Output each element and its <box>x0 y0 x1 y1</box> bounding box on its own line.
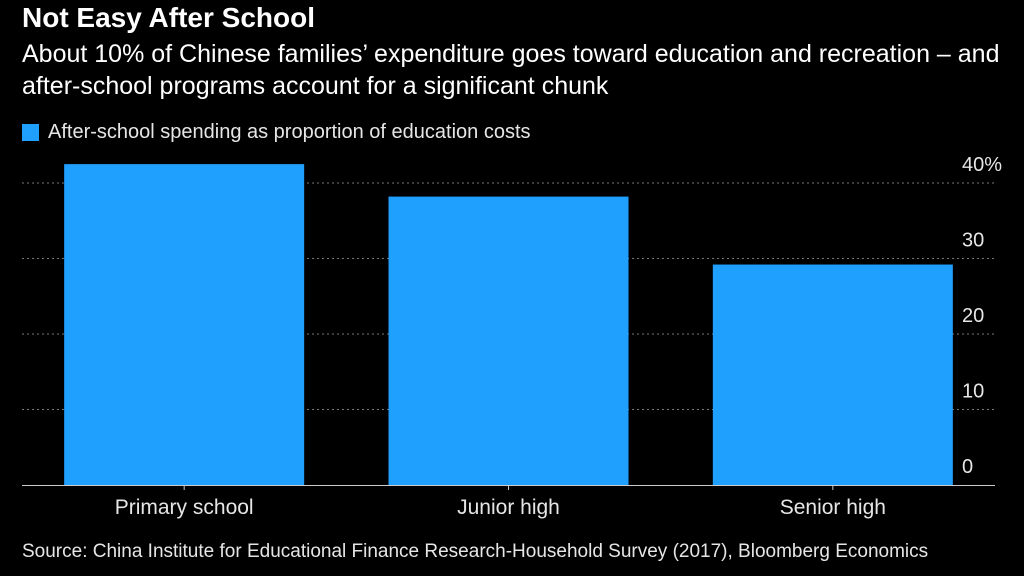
x-tick-label: Senior high <box>780 496 886 519</box>
y-tick-label: 0 <box>962 456 973 478</box>
y-tick-label: 20 <box>962 305 984 327</box>
axes: 0 10 20 30 40% Primary school Junior high Senio… <box>22 154 1002 519</box>
y-tick-label: 10 <box>962 381 984 403</box>
legend-label: After-school spending as proportion of e… <box>48 120 531 143</box>
legend: After-school spending as proportion of e… <box>22 118 531 146</box>
bar <box>388 196 629 485</box>
y-tick-label: 30 <box>962 230 984 252</box>
x-tick-label: Junior high <box>457 496 560 519</box>
y-tick-label: 40% <box>962 154 1002 176</box>
bars <box>64 164 953 485</box>
chart-subtitle: About 10% of Chinese families’ expenditu… <box>22 40 1000 100</box>
x-tick-label: Primary school <box>115 496 254 519</box>
source-note: Source: China Institute for Educational … <box>22 541 929 562</box>
bar <box>64 164 305 485</box>
chart-title: Not Easy After School <box>22 2 316 33</box>
bar <box>712 264 953 485</box>
legend-swatch <box>22 123 39 141</box>
